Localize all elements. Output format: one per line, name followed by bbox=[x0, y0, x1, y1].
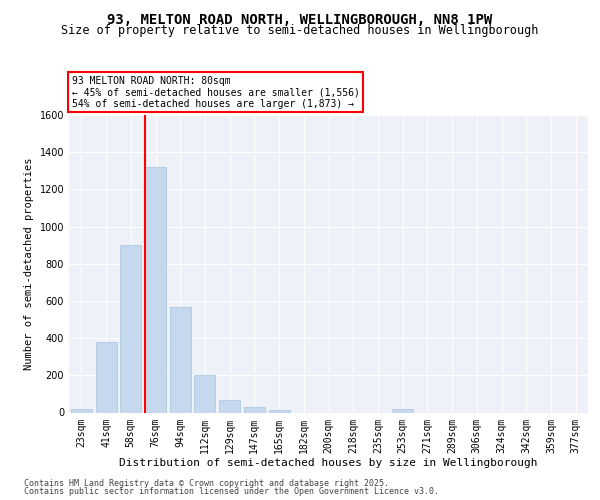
Text: 93 MELTON ROAD NORTH: 80sqm
← 45% of semi-detached houses are smaller (1,556)
54: 93 MELTON ROAD NORTH: 80sqm ← 45% of sem… bbox=[71, 76, 359, 109]
Text: Contains public sector information licensed under the Open Government Licence v3: Contains public sector information licen… bbox=[24, 487, 439, 496]
Bar bbox=[269, 410, 290, 412]
Bar bbox=[120, 245, 141, 412]
Bar bbox=[71, 409, 92, 412]
Bar bbox=[145, 167, 166, 412]
X-axis label: Distribution of semi-detached houses by size in Wellingborough: Distribution of semi-detached houses by … bbox=[119, 458, 538, 468]
Bar bbox=[219, 400, 240, 412]
Y-axis label: Number of semi-detached properties: Number of semi-detached properties bbox=[24, 158, 34, 370]
Bar bbox=[95, 342, 116, 412]
Bar bbox=[392, 409, 413, 412]
Text: 93, MELTON ROAD NORTH, WELLINGBOROUGH, NN8 1PW: 93, MELTON ROAD NORTH, WELLINGBOROUGH, N… bbox=[107, 12, 493, 26]
Bar bbox=[244, 408, 265, 412]
Text: Size of property relative to semi-detached houses in Wellingborough: Size of property relative to semi-detach… bbox=[61, 24, 539, 37]
Bar bbox=[194, 376, 215, 412]
Text: Contains HM Land Registry data © Crown copyright and database right 2025.: Contains HM Land Registry data © Crown c… bbox=[24, 478, 389, 488]
Bar bbox=[170, 306, 191, 412]
